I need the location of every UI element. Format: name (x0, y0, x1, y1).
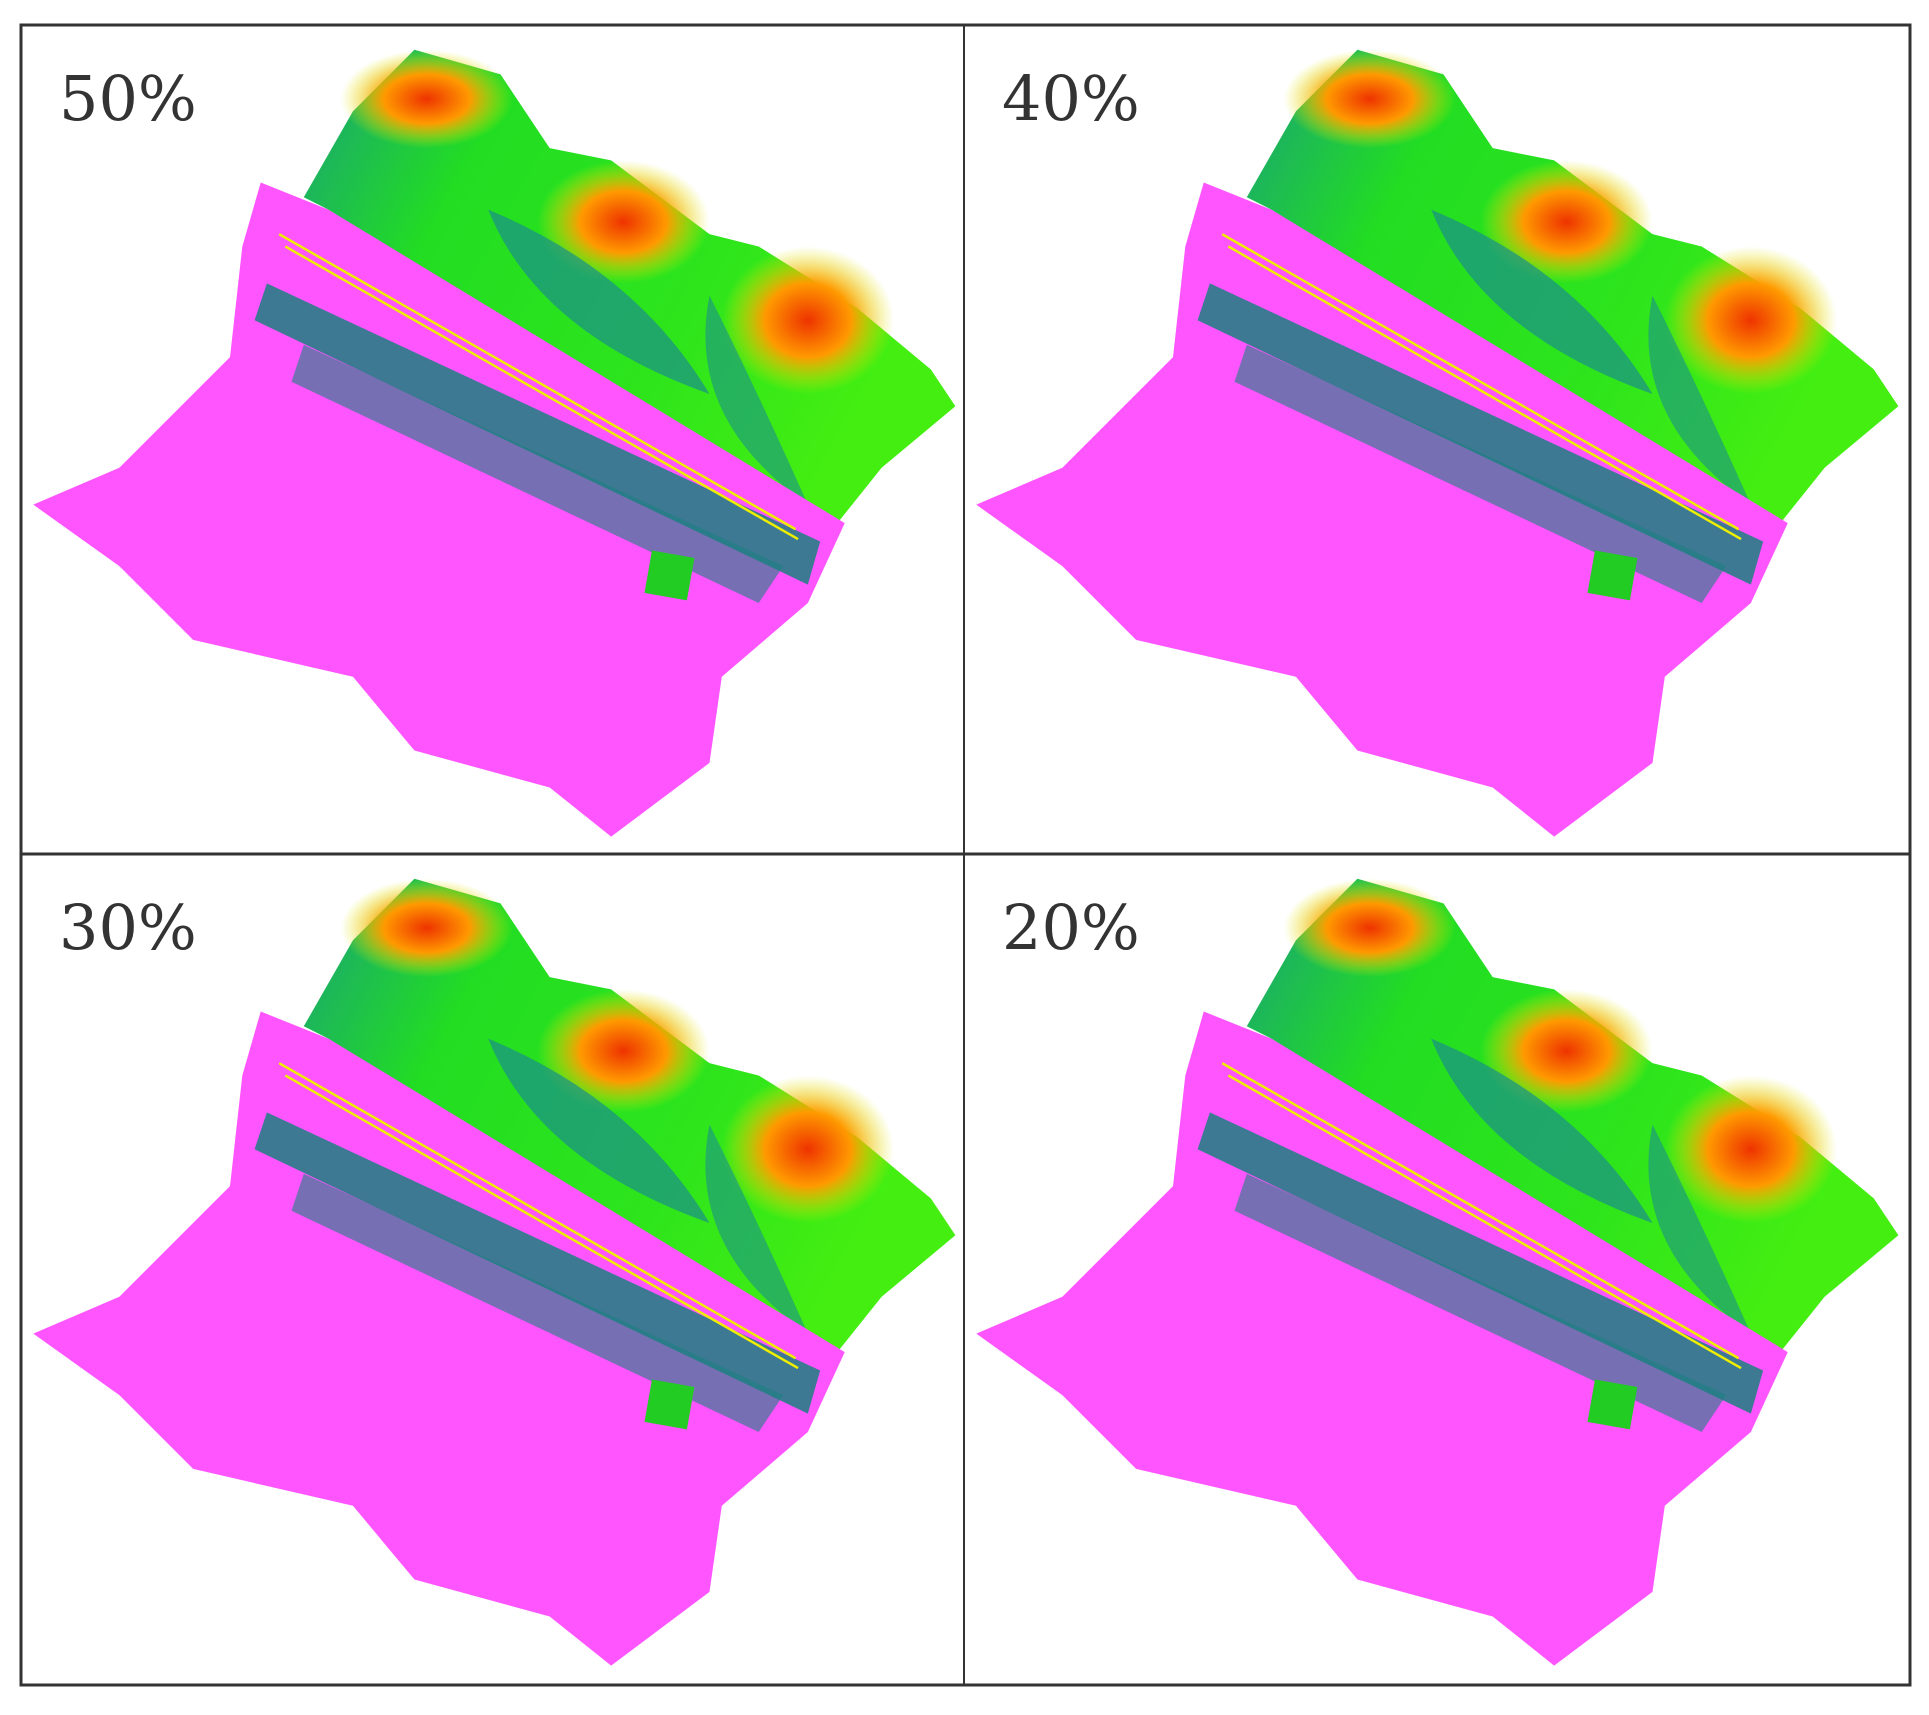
panel-label: 20% (1002, 891, 1140, 964)
panel-label: 30% (59, 891, 197, 964)
point-cloud (975, 48, 1900, 838)
point-cloud (32, 877, 957, 1667)
panel: 50% (32, 48, 957, 838)
point-cloud (975, 877, 1900, 1667)
panel-label: 40% (1002, 62, 1140, 135)
point-cloud (32, 48, 957, 838)
panel: 40% (975, 48, 1900, 838)
panel: 20% (975, 877, 1900, 1667)
panel: 30% (32, 877, 957, 1667)
panel-label: 50% (59, 62, 197, 135)
